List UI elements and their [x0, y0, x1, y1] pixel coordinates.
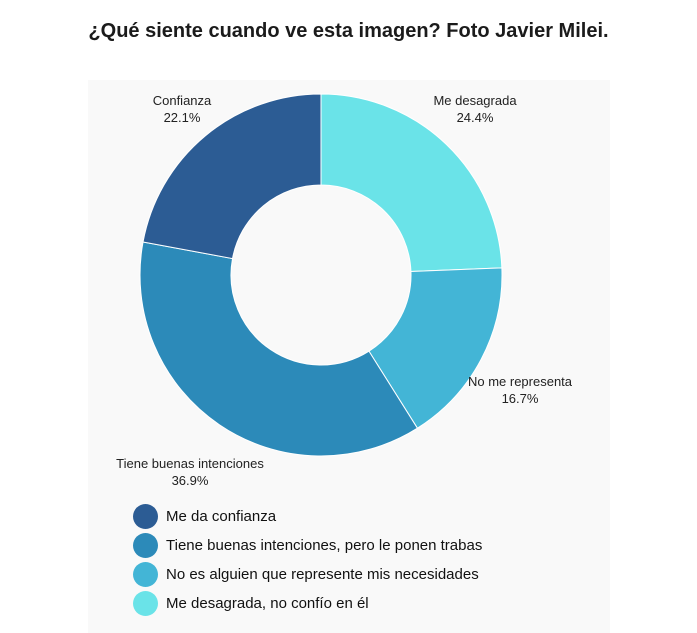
slice-value-confianza: 22.1%	[164, 110, 201, 125]
legend-label: No es alguien que represente mis necesid…	[166, 566, 479, 583]
slice-confianza	[142, 93, 322, 260]
slice-desagrada	[320, 93, 503, 272]
legend-swatch	[133, 533, 158, 558]
legend-label: Me da confianza	[166, 508, 277, 525]
slice-buenas-intenciones	[139, 241, 419, 457]
legend-item-buenas-intenciones: Tiene buenas intenciones, pero le ponen …	[133, 531, 482, 560]
slice-value-buenas-intenciones: 36.9%	[172, 473, 209, 488]
slice-label-desagrada: Me desagrada	[433, 93, 517, 108]
slice-label-no-representa: No me representa	[468, 374, 573, 389]
header-background	[0, 0, 697, 80]
legend-label: Tiene buenas intenciones, pero le ponen …	[166, 537, 483, 554]
chart-legend: Me da confianza Tiene buenas intenciones,…	[133, 502, 482, 618]
legend-label: Me desagrada, no confío en él	[166, 595, 369, 612]
slice-value-no-representa: 16.7%	[502, 391, 539, 406]
legend-swatch	[133, 504, 158, 529]
slice-value-desagrada: 24.4%	[457, 110, 494, 125]
legend-item-desagrada: Me desagrada, no confío en él	[133, 589, 482, 618]
legend-swatch	[133, 591, 158, 616]
legend-item-no-representa: No es alguien que represente mis necesid…	[133, 560, 482, 589]
legend-item-confianza: Me da confianza	[133, 502, 482, 531]
chart-title: ¿Qué siente cuando ve esta imagen? Foto …	[88, 20, 609, 42]
legend-swatch	[133, 562, 158, 587]
slice-label-buenas-intenciones: Tiene buenas intenciones	[116, 456, 264, 471]
slice-no-representa	[368, 267, 503, 429]
slice-label-confianza: Confianza	[153, 93, 212, 108]
